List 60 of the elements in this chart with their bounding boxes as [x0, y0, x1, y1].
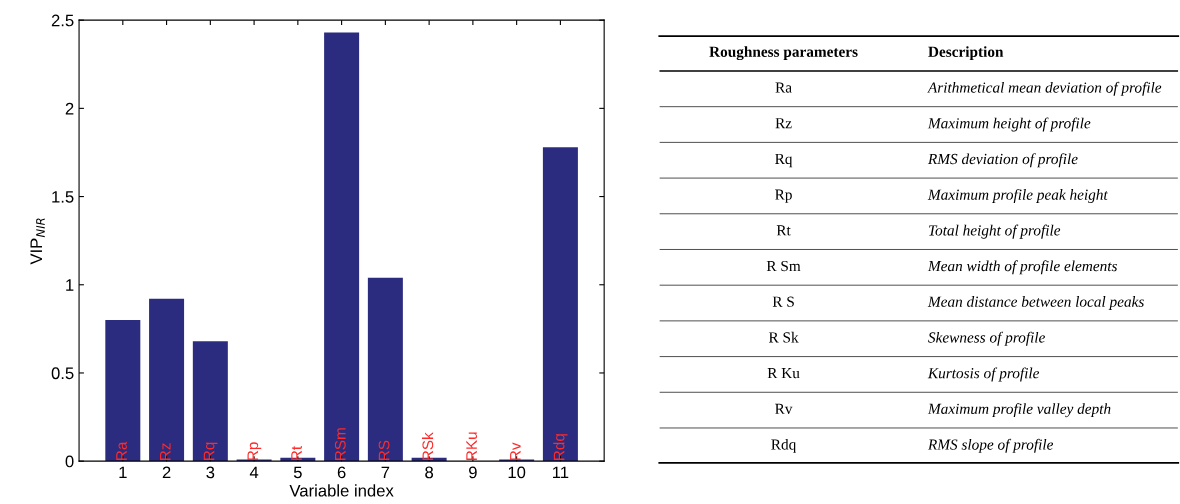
- y-tick-label: 2: [65, 102, 74, 115]
- y-tick-label: 2.5: [51, 14, 74, 27]
- bar: [367, 277, 403, 462]
- text: Kurtosis of profile: [927, 367, 1040, 382]
- text: Roughness parameters: [709, 46, 858, 61]
- text: Maximum profile peak height: [927, 188, 1108, 203]
- text: Rp: [775, 189, 792, 203]
- text: Total height of profile: [928, 224, 1061, 239]
- text: Rq: [775, 153, 793, 168]
- annotation: Ra: [116, 441, 127, 460]
- annotation: RS: [378, 440, 390, 460]
- y-tick-label: 0.5: [51, 367, 74, 380]
- x-tick-label: 9: [469, 466, 477, 479]
- x-axis-title: Variable index: [289, 484, 394, 497]
- x-tick-label: 3: [206, 466, 215, 479]
- annotation: Rv: [510, 442, 521, 460]
- text: Rz: [775, 118, 792, 129]
- annotation: Rp: [247, 442, 262, 460]
- text: Mean distance between local peaks: [927, 296, 1144, 310]
- text: Description: [928, 46, 1004, 61]
- annotation: Rt: [291, 445, 302, 460]
- x-tick-label: 6: [337, 466, 346, 479]
- annotation: RSm: [334, 428, 346, 460]
- y-axis-title: VIP$_{NIR}$: [30, 218, 45, 265]
- bar: [542, 147, 578, 462]
- bar: [149, 298, 185, 462]
- x-tick-label: 2: [162, 466, 171, 479]
- x-tick-label: 8: [425, 466, 434, 479]
- text: R Sm: [766, 260, 801, 272]
- text: RMS deviation of profile: [927, 153, 1078, 168]
- y-tick-label: 1: [66, 279, 74, 291]
- annotation: RKu: [466, 432, 477, 460]
- x-tick-label: 10: [508, 466, 526, 479]
- annotation: RSk: [422, 432, 434, 460]
- x-tick-label: 7: [381, 466, 390, 479]
- x-tick-label: 11: [553, 466, 569, 479]
- bar: [324, 32, 360, 462]
- y-tick-label: 1.5: [52, 191, 74, 203]
- text: Ra: [775, 82, 792, 93]
- text: Maximum height of profile: [927, 117, 1091, 132]
- text: Maximum profile valley depth: [927, 403, 1111, 418]
- annotation: Rq: [203, 442, 218, 460]
- text: RMS slope of profile: [927, 438, 1054, 453]
- text: Rt: [776, 225, 791, 236]
- x-tick-label: 1: [119, 466, 127, 479]
- annotation: Rz: [160, 443, 171, 460]
- text: R S: [772, 296, 794, 307]
- x-tick-label: 5: [293, 466, 302, 479]
- text: Arithmetical mean deviation of profile: [927, 81, 1162, 96]
- bar: [192, 341, 228, 462]
- bar: [105, 320, 141, 462]
- text: Rv: [775, 403, 793, 414]
- text: Rdq: [771, 438, 797, 453]
- text: R Sk: [768, 331, 799, 343]
- text: Mean width of profile elements: [927, 260, 1118, 275]
- text: R Ku: [767, 368, 800, 379]
- annotation: Rdq: [553, 434, 568, 460]
- y-tick-label: 0: [65, 455, 74, 468]
- x-tick-label: 4: [249, 466, 259, 479]
- text: Skewness of profile: [928, 331, 1045, 346]
